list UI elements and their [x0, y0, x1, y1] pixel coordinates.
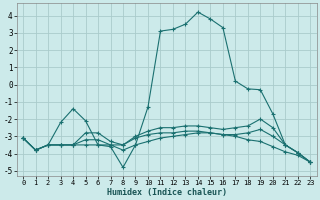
X-axis label: Humidex (Indice chaleur): Humidex (Indice chaleur) [107, 188, 227, 197]
